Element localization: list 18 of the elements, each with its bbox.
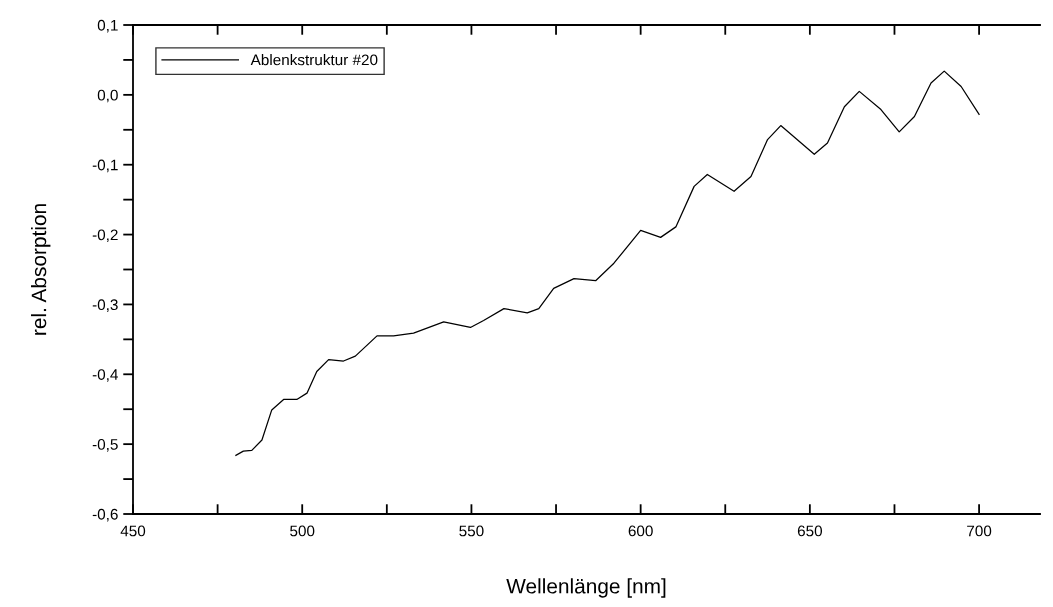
x-axis-title: Wellenlänge [nm] [506, 578, 666, 598]
y-tick-label: 0,0 [97, 89, 118, 103]
x-tick-label: 550 [459, 525, 484, 537]
y-axis-title: rel. Absorption [31, 204, 51, 335]
y-tick-label: 0,1 [97, 19, 118, 33]
x-tick-label: 600 [628, 525, 653, 537]
legend-label: Ablenkstruktur #20 [250, 54, 378, 66]
x-tick-label: 450 [120, 525, 146, 537]
y-tick-label: -0,5 [92, 439, 118, 452]
y-tick-label: -0,2 [92, 229, 118, 243]
y-tick-label: -0,6 [92, 508, 118, 522]
x-tick-label: 500 [290, 525, 315, 537]
y-tick-label: -0,3 [92, 299, 118, 312]
y-tick-label: -0,1 [92, 159, 118, 173]
y-tick-label: -0,4 [92, 369, 118, 382]
x-tick-label: 700 [967, 525, 992, 537]
line-series [235, 70, 980, 456]
x-tick-label: 650 [797, 525, 823, 537]
